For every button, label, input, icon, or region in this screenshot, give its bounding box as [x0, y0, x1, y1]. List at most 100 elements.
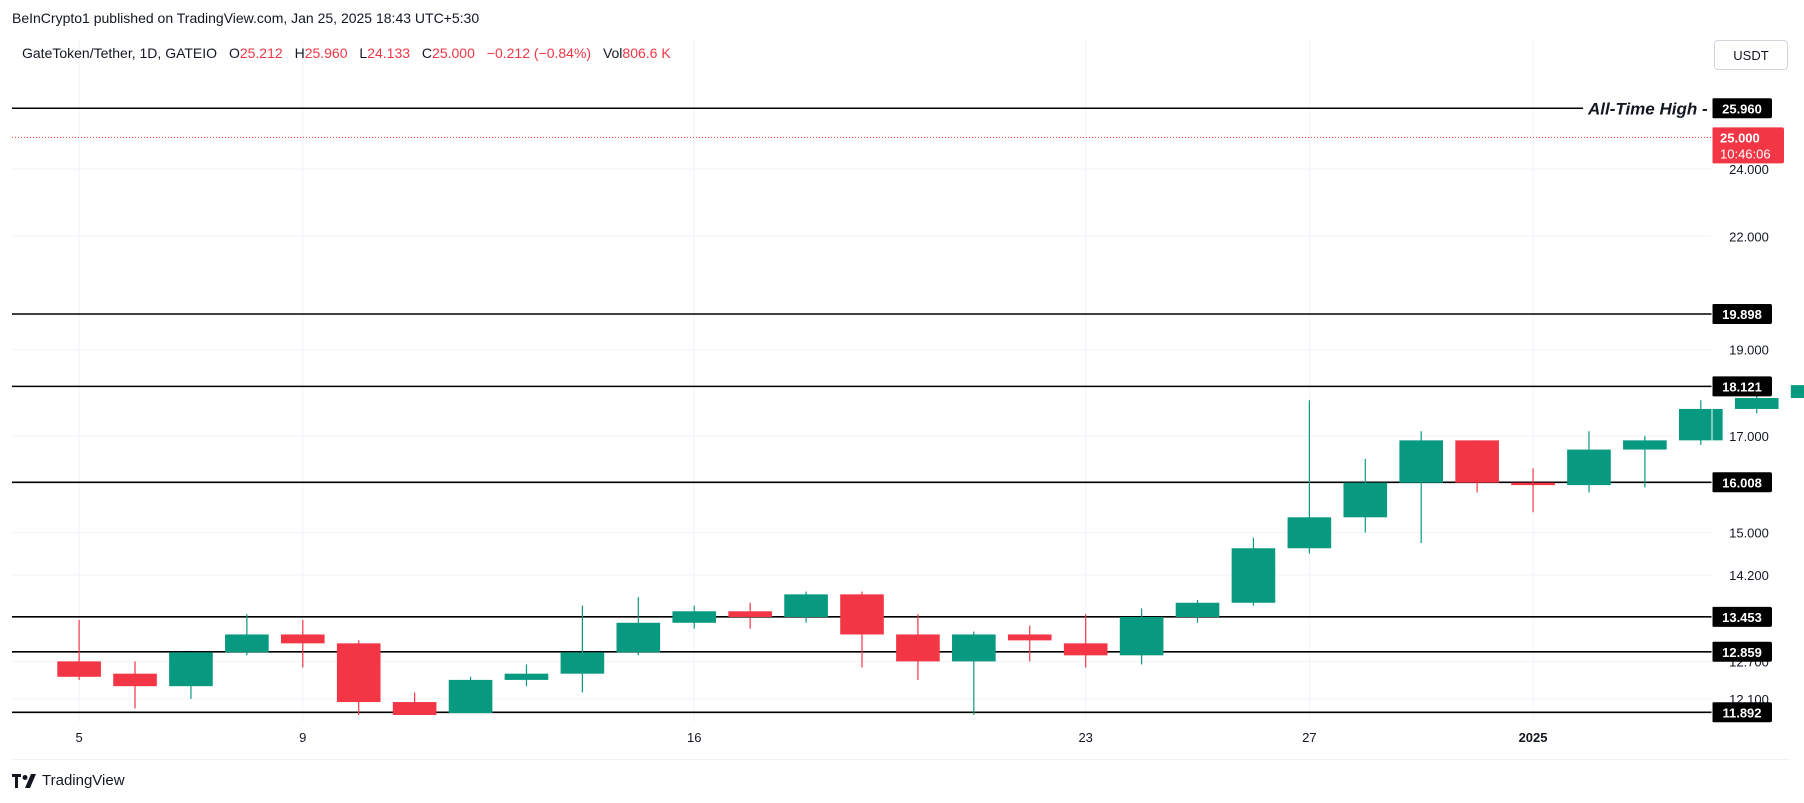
- y-tick-label: 15.000: [1729, 526, 1769, 541]
- candle-body: [672, 611, 717, 623]
- level-tag-11.892: [1712, 702, 1772, 723]
- symbol-legend: GateToken/Tether, 1D, GATEIO O25.212 H25…: [22, 45, 671, 61]
- footer-brand[interactable]: TradingView: [12, 772, 125, 789]
- candle: [1343, 458, 1388, 533]
- candle: [728, 602, 772, 629]
- footer-brand-label: TradingView: [42, 772, 125, 789]
- open-label: O: [228, 45, 240, 61]
- current-price-label: 25.000: [1720, 130, 1760, 145]
- candle: [1287, 400, 1332, 554]
- level-tag-18.121: [1712, 376, 1772, 397]
- candle: [1455, 440, 1499, 493]
- candle-body: [504, 673, 549, 680]
- candle-body: [1063, 643, 1108, 656]
- candle-body: [1734, 398, 1779, 409]
- candle-body: [616, 622, 661, 653]
- candle-body: [392, 702, 437, 715]
- candle-body: [448, 679, 493, 714]
- candle-body: [1511, 482, 1555, 486]
- candle: [1007, 625, 1052, 662]
- candle-body: [57, 661, 101, 677]
- x-tick-label: 2025: [1519, 730, 1548, 745]
- price-chart[interactable]: 4.763 (23.54%) 4,763All-Time High -12.10…: [0, 0, 1804, 760]
- close-value: 25.000: [432, 45, 475, 61]
- volume-value: 806.6 K: [622, 45, 671, 61]
- current-price-tag: [1712, 127, 1784, 164]
- low-label: L: [359, 45, 368, 61]
- candle: [1734, 395, 1779, 414]
- candle: [392, 692, 437, 715]
- tradingview-logo-icon: [12, 773, 36, 788]
- candle: [952, 631, 996, 715]
- candle-body: [1231, 548, 1276, 603]
- level-tag-16.008: [1712, 472, 1772, 493]
- candle: [560, 605, 605, 693]
- candle-body: [728, 611, 772, 618]
- x-tick-label: 27: [1302, 730, 1316, 745]
- candle: [1399, 431, 1444, 544]
- x-tick-label: 5: [75, 730, 82, 745]
- close-label: C: [421, 45, 433, 61]
- candle-body: [560, 652, 605, 674]
- y-tick-label: 19.000: [1729, 343, 1769, 358]
- candle: [448, 676, 493, 714]
- candle-body: [1007, 634, 1052, 641]
- candle: [1231, 537, 1276, 606]
- y-tick-label: 14.200: [1729, 568, 1769, 583]
- candle-body: [1623, 440, 1667, 450]
- level-tag-label: 25.960: [1722, 101, 1762, 116]
- level-tag-label: 18.121: [1722, 379, 1762, 394]
- currency-button[interactable]: USDT: [1714, 40, 1788, 70]
- level-tag-label: 19.898: [1722, 307, 1762, 322]
- level-tag-25.960: [1712, 98, 1772, 119]
- candle-body: [1119, 617, 1164, 656]
- candle: [1063, 614, 1108, 668]
- level-tag-label: 16.008: [1722, 475, 1762, 490]
- level-tag-label: 13.453: [1722, 610, 1762, 625]
- candle-body: [1175, 602, 1220, 618]
- y-tick-label: 17.000: [1729, 429, 1769, 444]
- symbol-name: GateToken/Tether, 1D, GATEIO: [22, 45, 218, 61]
- candle: [840, 591, 884, 668]
- volume-label: Vol: [602, 45, 623, 61]
- change-value: −0.212 (−0.84%): [486, 45, 592, 61]
- x-tick-label: 9: [299, 730, 306, 745]
- candle: [1623, 435, 1667, 488]
- candle-body: [896, 634, 940, 662]
- candle-body: [225, 634, 269, 653]
- publisher-note: BeInCrypto1 published on TradingView.com…: [12, 10, 480, 26]
- candle-body: [1455, 440, 1499, 483]
- candle-body: [280, 634, 325, 644]
- candle: [1790, 385, 1804, 399]
- candle: [672, 605, 717, 629]
- candle: [225, 614, 269, 656]
- candle: [1175, 599, 1220, 623]
- candle: [616, 597, 661, 656]
- candle-body: [784, 594, 828, 618]
- candle: [1679, 400, 1723, 445]
- candle-body: [1343, 482, 1388, 518]
- candle: [57, 619, 101, 680]
- high-value: 25.960: [304, 45, 348, 61]
- candle-body: [169, 652, 213, 687]
- countdown-label: 10:46:06: [1720, 146, 1771, 161]
- y-tick-label: 24.000: [1729, 162, 1769, 177]
- x-tick-label: 16: [687, 730, 701, 745]
- level-tag-13.453: [1712, 606, 1772, 627]
- level-tag-19.898: [1712, 304, 1772, 325]
- high-label: H: [294, 45, 305, 61]
- candle-body: [952, 634, 996, 662]
- candle: [1119, 608, 1164, 665]
- candle-body: [1567, 449, 1611, 486]
- ath-annotation: All-Time High -: [1587, 99, 1708, 118]
- open-value: 25.212: [239, 45, 283, 61]
- candle-body: [840, 594, 884, 635]
- candle: [504, 664, 549, 687]
- candle: [169, 652, 213, 699]
- candle-body: [1399, 440, 1444, 483]
- level-tag-label: 11.892: [1722, 705, 1761, 720]
- candle: [280, 619, 325, 668]
- x-tick-label: 23: [1078, 730, 1092, 745]
- candle-body: [113, 673, 157, 687]
- candle: [336, 640, 381, 715]
